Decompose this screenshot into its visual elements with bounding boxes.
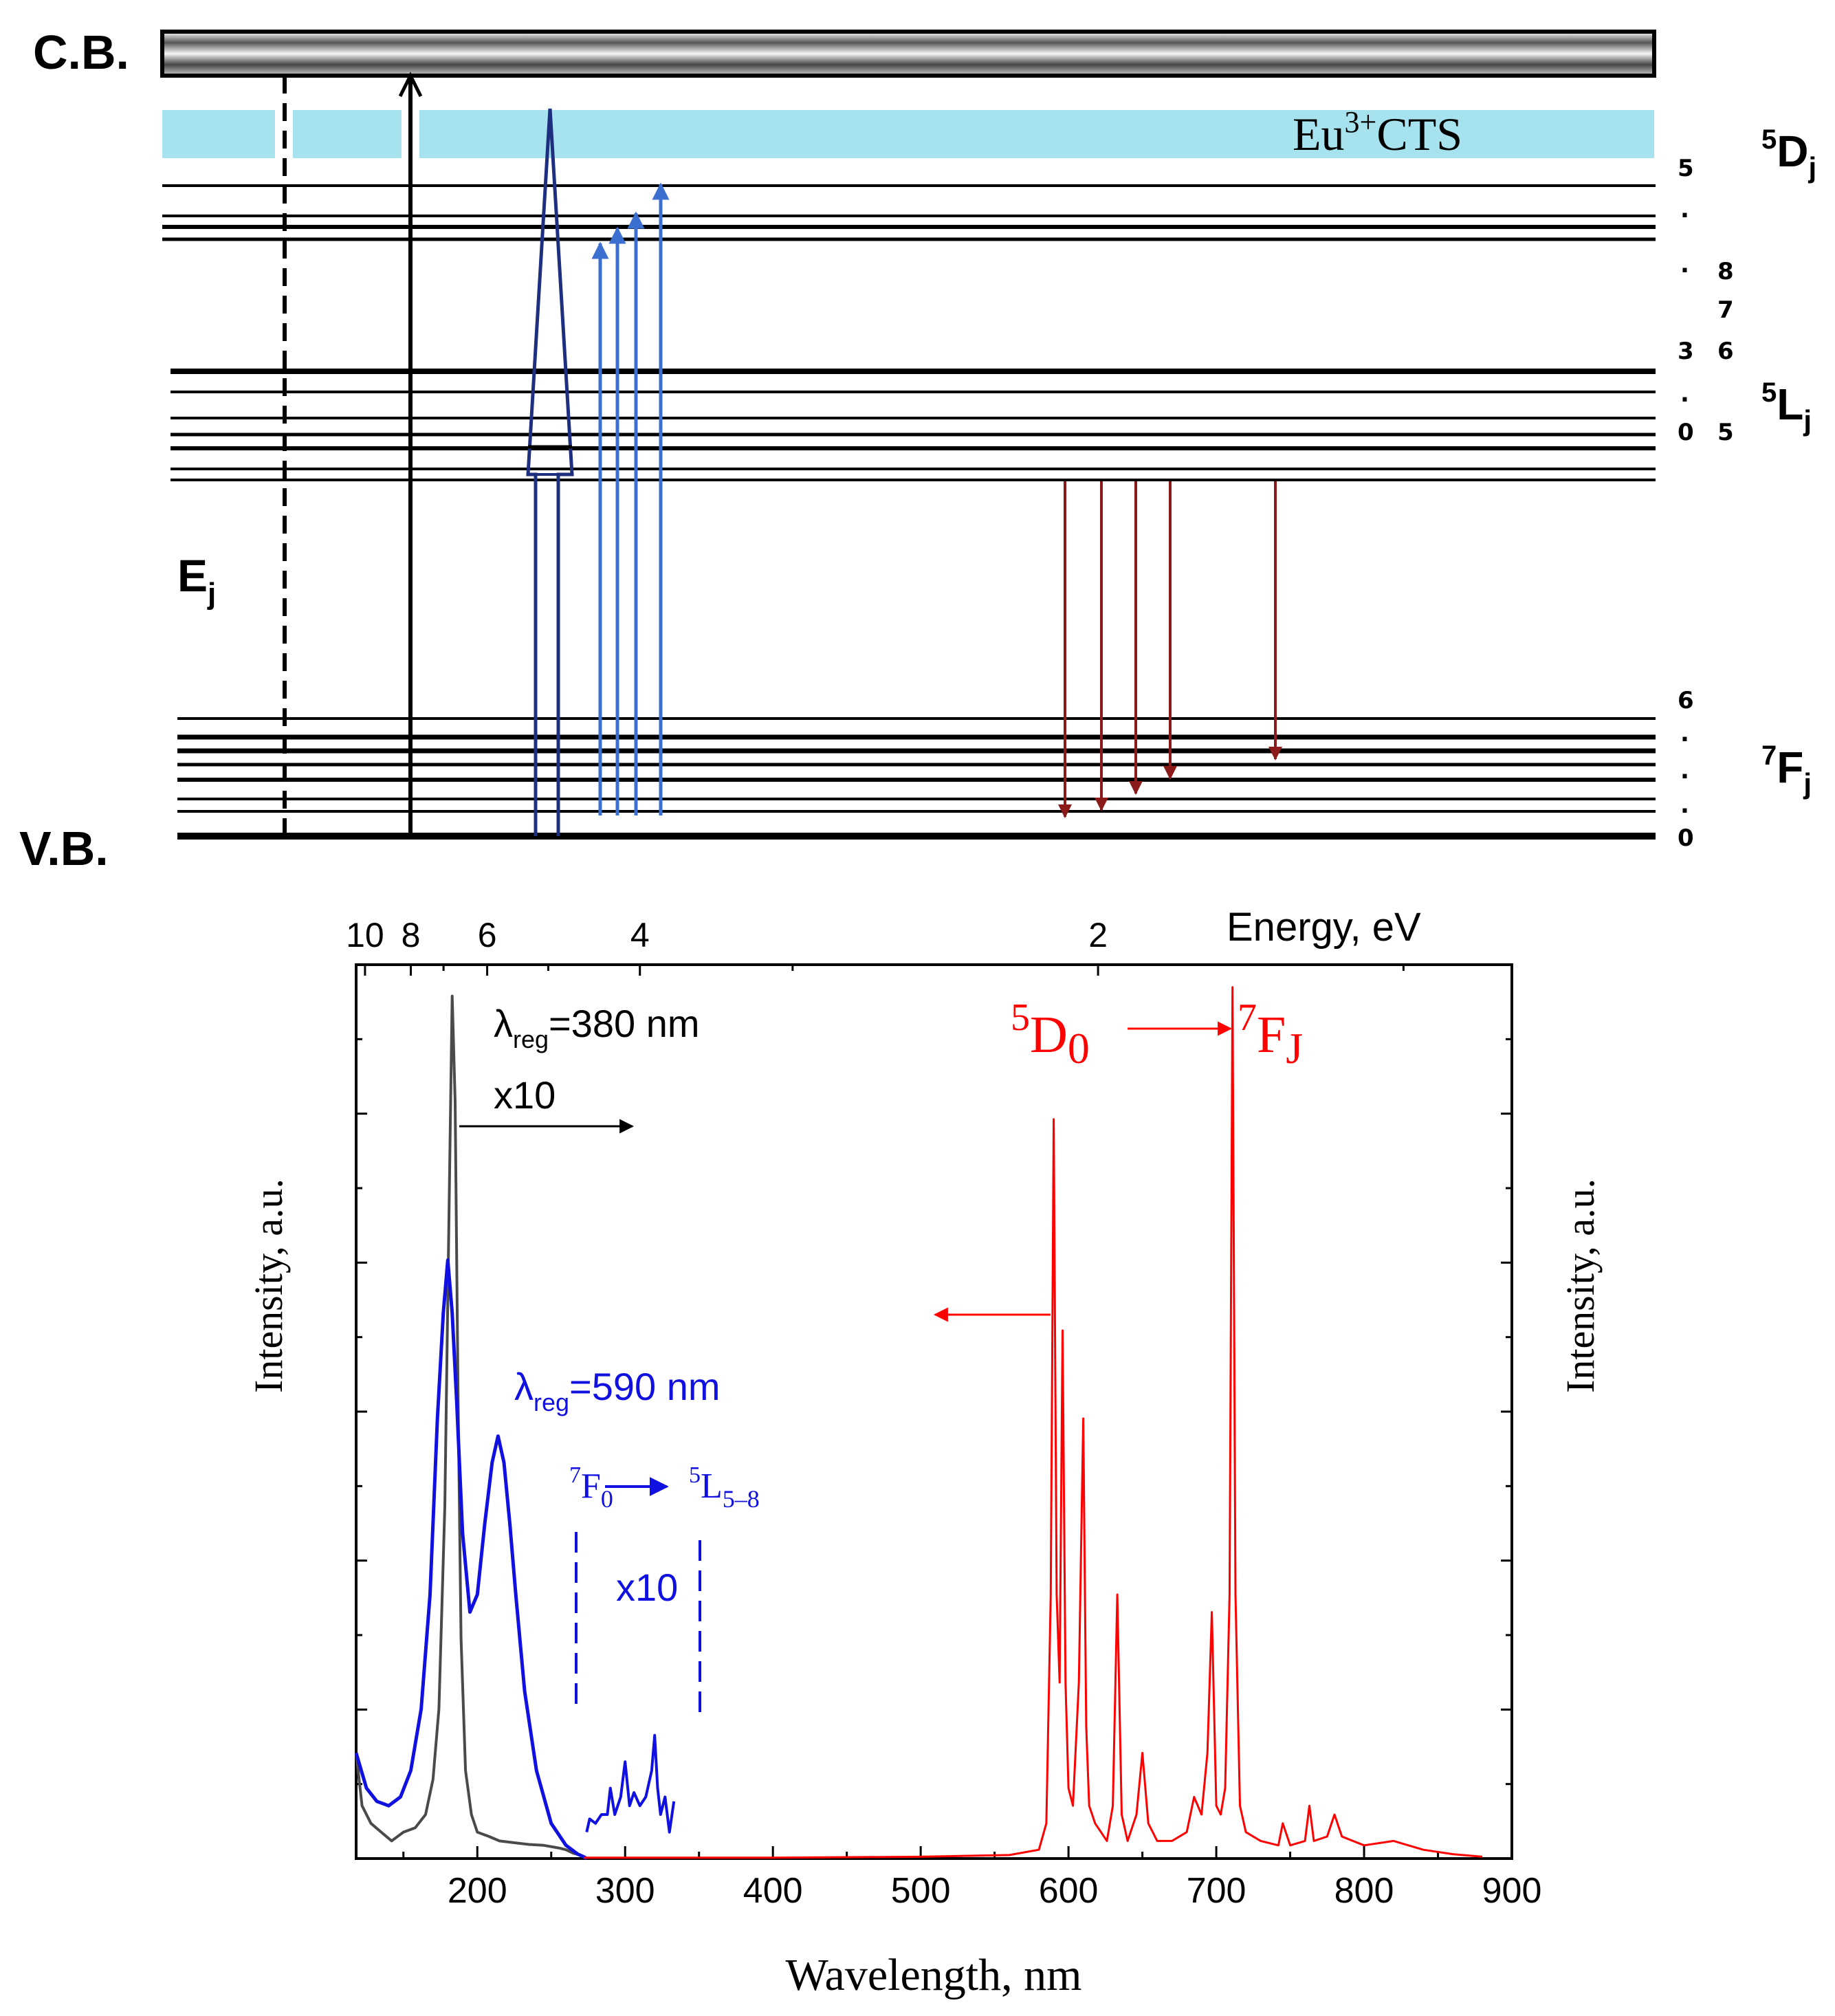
term-5dj: 5Dj	[1761, 124, 1816, 184]
y-axis-label-right: Intensity, a.u.	[1558, 1179, 1603, 1393]
term-7fj: 7Fj	[1761, 741, 1812, 800]
l-index-right: 6	[1717, 338, 1734, 365]
cts-transfer-arrow	[526, 108, 574, 836]
x10-blue-label: x10	[616, 1566, 678, 1609]
spectrum-chart: 200 300 400 500 600 700 800 900 10 8 6 4 2 Waveleng…	[246, 905, 1603, 2000]
l-index-left: .	[1680, 380, 1689, 408]
blue-transition-to: 5L5–8	[689, 1462, 760, 1513]
x-tick-label: 300	[595, 1871, 655, 1911]
f-index: 0	[1678, 824, 1694, 852]
top-tick-label: 6	[478, 916, 497, 954]
d-index: 5	[1678, 155, 1694, 182]
series-line-2	[585, 1733, 676, 1834]
top-tick-label: 4	[630, 916, 650, 954]
d-index: .	[1680, 251, 1689, 278]
blue-transition-from: 7F0	[569, 1462, 613, 1513]
top-axis-label: Energy, eV	[1227, 905, 1421, 950]
x-tick-label: 200	[448, 1871, 507, 1911]
f-index: .	[1680, 720, 1689, 747]
series-line-0	[355, 994, 582, 1856]
conduction-band	[160, 30, 1656, 78]
l-index-left: 0	[1678, 419, 1694, 446]
series-line-3	[584, 986, 1483, 1859]
x-tick-label: 600	[1039, 1871, 1099, 1911]
energy-level-diagram: C.B. V.B. Eu3+CTS Ej	[19, 25, 1816, 875]
top-tick-label: 8	[402, 916, 421, 954]
x-tick-label: 700	[1187, 1871, 1246, 1911]
cts-label: Eu3+CTS	[1293, 105, 1462, 160]
top-tick-label: 2	[1088, 916, 1108, 954]
l-index-right: 8	[1717, 258, 1734, 285]
red-transition-from: 5D0	[1011, 996, 1090, 1073]
f-index: .	[1680, 757, 1689, 785]
l-index-right: 5	[1717, 419, 1734, 446]
cb-label: C.B.	[33, 25, 129, 79]
lambda-590-label: λreg=590 nm	[514, 1365, 721, 1416]
x-axis-label: Wavelength, nm	[786, 1950, 1082, 2000]
x10-gray-label: x10	[494, 1073, 556, 1117]
f-index: 6	[1678, 687, 1694, 714]
x-tick-label: 800	[1334, 1871, 1394, 1911]
d-index: .	[1680, 196, 1689, 223]
ej-label: Ej	[177, 550, 216, 611]
x-tick-label: 900	[1482, 1871, 1542, 1911]
l-index-left: 3	[1678, 338, 1694, 365]
f-index: .	[1680, 791, 1689, 819]
y-axis-label-left: Intensity, a.u.	[246, 1179, 291, 1393]
vb-label: V.B.	[19, 822, 109, 875]
red-transition-to: 7FJ	[1238, 996, 1303, 1073]
top-tick-label: 10	[346, 916, 384, 954]
series-line-1	[354, 1258, 588, 1861]
l-index-right: 7	[1717, 296, 1734, 324]
term-5lj: 5Lj	[1761, 377, 1812, 437]
x-tick-label: 500	[891, 1871, 951, 1911]
x-tick-label: 400	[743, 1871, 803, 1911]
lambda-380-label: λreg=380 nm	[494, 1002, 700, 1053]
